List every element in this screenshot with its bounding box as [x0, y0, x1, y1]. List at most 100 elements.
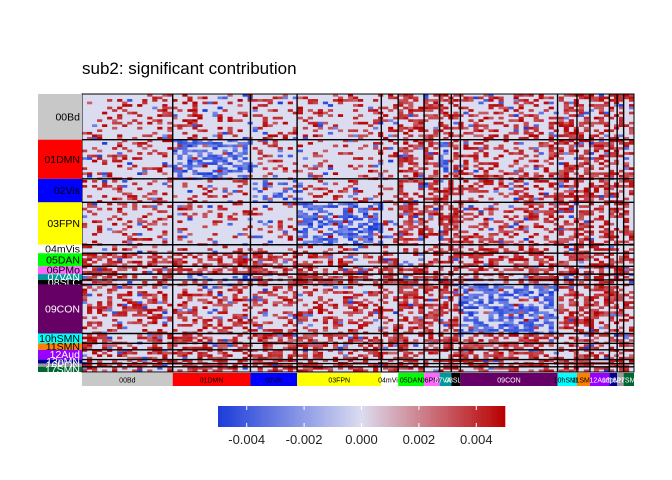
heatmap-cell — [533, 318, 539, 322]
heatmap-cell — [302, 205, 308, 208]
heatmap-cell — [488, 167, 494, 170]
heatmap-cell — [227, 94, 233, 97]
heatmap-cell — [543, 248, 549, 251]
heatmap-cell — [408, 351, 414, 355]
heatmap-cell — [523, 207, 529, 211]
heatmap-cell — [588, 104, 595, 107]
heatmap-cell — [358, 136, 364, 140]
heatmap-cell — [468, 235, 474, 239]
heatmap-cell — [222, 96, 228, 100]
heatmap-cell — [543, 235, 549, 239]
heatmap-cell — [623, 334, 630, 337]
heatmap-cell — [302, 303, 308, 307]
heatmap-cell — [583, 187, 589, 191]
heatmap-cell — [112, 313, 118, 317]
heatmap-cell — [398, 205, 404, 208]
heatmap-cell — [478, 339, 484, 342]
heatmap-cell — [137, 172, 143, 176]
heatmap-cell — [528, 303, 534, 307]
heatmap-cell — [87, 101, 93, 105]
heatmap-cell — [453, 111, 459, 115]
heatmap-cell — [363, 354, 369, 357]
heatmap-cell — [543, 192, 549, 196]
heatmap-cell — [583, 149, 589, 153]
heatmap-cell — [488, 253, 494, 256]
heatmap-cell — [468, 205, 474, 208]
heatmap-cell — [157, 114, 163, 117]
heatmap-cell — [177, 296, 183, 299]
heatmap-cell — [493, 220, 499, 224]
heatmap-cell — [152, 245, 158, 249]
heatmap-cell — [172, 263, 178, 267]
heatmap-cell — [373, 144, 379, 148]
heatmap-cell — [262, 321, 268, 325]
heatmap-cell — [237, 119, 243, 122]
heatmap-cell — [453, 164, 459, 168]
heatmap-cell — [222, 306, 228, 309]
heatmap-cell — [222, 263, 228, 267]
heatmap-cell — [568, 291, 574, 294]
heatmap-cell — [578, 164, 584, 168]
heatmap-cell — [418, 351, 424, 355]
heatmap-cell — [493, 329, 499, 332]
heatmap-cell — [588, 288, 595, 292]
heatmap-cell — [202, 318, 208, 322]
heatmap-cell — [403, 298, 409, 302]
heatmap-cell — [598, 286, 605, 289]
heatmap-cell — [157, 329, 163, 332]
heatmap-cell — [87, 308, 93, 312]
heatmap-cell — [533, 154, 539, 158]
heatmap-cell — [307, 99, 313, 102]
heatmap-cell — [518, 268, 524, 272]
heatmap-cell — [342, 99, 349, 102]
heatmap-cell — [523, 263, 529, 267]
heatmap-cell — [523, 265, 529, 269]
heatmap-cell — [558, 215, 564, 218]
heatmap-cell — [483, 222, 489, 226]
heatmap-cell — [498, 179, 504, 183]
heatmap-cell — [147, 116, 153, 120]
heatmap-cell — [553, 192, 559, 196]
heatmap-cell — [373, 217, 379, 221]
heatmap-cell — [312, 351, 319, 355]
heatmap-cell — [232, 270, 238, 274]
heatmap-cell — [553, 308, 559, 312]
heatmap-cell — [608, 356, 615, 360]
heatmap-cell — [127, 149, 133, 153]
heatmap-cell — [488, 248, 494, 251]
heatmap-cell — [157, 339, 163, 342]
heatmap-cell — [513, 233, 519, 236]
heatmap-cell — [538, 275, 544, 279]
heatmap-cell — [117, 336, 123, 340]
heatmap-cell — [443, 215, 449, 218]
heatmap-cell — [137, 263, 143, 267]
heatmap-cell — [583, 275, 589, 279]
heatmap-cell — [553, 202, 559, 206]
heatmap-cell — [528, 114, 534, 117]
heatmap-cell — [493, 187, 499, 191]
heatmap-cell — [578, 250, 584, 254]
heatmap-cell — [528, 126, 534, 130]
heatmap-cell — [398, 356, 404, 360]
heatmap-cell — [518, 288, 524, 292]
heatmap-cell — [598, 104, 605, 107]
heatmap-cell — [152, 275, 158, 279]
heatmap-cell — [292, 162, 298, 165]
heatmap-cell — [182, 207, 188, 211]
heatmap-cell — [473, 293, 479, 297]
heatmap-cell — [383, 281, 389, 284]
heatmap-cell — [317, 134, 324, 138]
heatmap-cell — [598, 94, 605, 97]
heatmap-cell — [287, 195, 293, 198]
heatmap-cell — [177, 308, 183, 312]
heatmap-cell — [197, 260, 203, 264]
heatmap-cell — [252, 200, 258, 203]
heatmap-cell — [483, 217, 489, 221]
heatmap-cell — [443, 200, 449, 203]
heatmap-cell — [82, 291, 88, 294]
heatmap-cell — [468, 109, 474, 112]
heatmap-cell — [297, 344, 303, 347]
heatmap-cell — [277, 354, 283, 357]
heatmap-cell — [583, 116, 589, 120]
heatmap-cell — [398, 313, 404, 317]
